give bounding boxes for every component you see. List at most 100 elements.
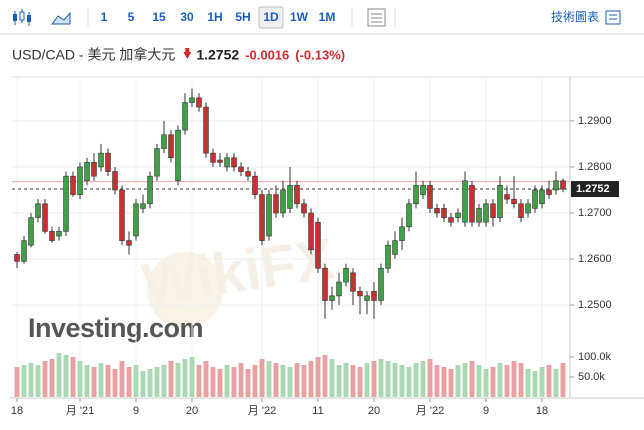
settings-icon[interactable] xyxy=(605,10,621,25)
candle-body xyxy=(532,189,538,209)
volume-bar xyxy=(371,361,377,397)
interval-label: 1W xyxy=(290,10,309,24)
interval-button[interactable]: 1M xyxy=(319,10,336,24)
candle-body xyxy=(336,281,342,297)
volume-bar xyxy=(350,365,356,397)
y-tick-label: 1.2600 xyxy=(578,253,612,265)
candle-body xyxy=(497,185,503,218)
down-arrow xyxy=(183,48,192,59)
area-icon-button[interactable] xyxy=(51,11,71,25)
candle-body xyxy=(504,194,510,200)
candle-body xyxy=(196,97,202,108)
candle-body xyxy=(140,203,146,209)
volume-bar xyxy=(112,369,118,397)
chart-title: USD/CAD - 美元 加拿大元 xyxy=(12,47,175,63)
volume-bar xyxy=(539,367,545,397)
candle-body xyxy=(518,203,524,218)
candle-body xyxy=(392,240,398,255)
x-tick-label: 20 xyxy=(186,405,198,417)
candle-body xyxy=(448,217,454,223)
volume-bar xyxy=(238,363,244,397)
candle-body xyxy=(35,203,41,218)
volume-bar xyxy=(161,365,167,397)
y-tick-label: 1.2700 xyxy=(578,207,612,219)
candle-body xyxy=(21,240,27,262)
candle-body xyxy=(378,267,384,301)
candle-body xyxy=(420,185,426,195)
volume-bar xyxy=(56,353,62,397)
candle-body xyxy=(56,231,62,237)
volume-bar xyxy=(154,367,160,397)
volume-bar xyxy=(210,367,216,397)
table-icon-button[interactable] xyxy=(367,8,386,27)
volume-bar xyxy=(231,367,237,397)
candle-body xyxy=(525,203,531,214)
volume-bar xyxy=(483,369,489,397)
interval-button[interactable]: 1 xyxy=(101,10,108,24)
x-tick-label: 月 '22 xyxy=(248,405,276,417)
volume-bar xyxy=(357,367,363,397)
y2-tick-label: 100.0k xyxy=(578,351,612,363)
volume-bar xyxy=(28,363,34,397)
candle-body xyxy=(70,175,76,195)
candle-body xyxy=(294,185,300,205)
volume-bar xyxy=(532,371,538,397)
candle-body xyxy=(511,198,517,205)
candle-body xyxy=(245,171,251,177)
interval-button[interactable]: 1W xyxy=(290,10,309,24)
volume-bar xyxy=(301,365,307,397)
volume-bar xyxy=(126,367,132,397)
interval-button[interactable]: 5H xyxy=(235,10,250,24)
volume-bar xyxy=(448,369,454,397)
volume-bar xyxy=(504,365,510,397)
volume-bar xyxy=(385,361,391,397)
candle-body xyxy=(182,102,188,131)
x-tick-label: 9 xyxy=(133,405,139,417)
candle-body xyxy=(490,203,496,218)
technical-chart-link[interactable]: 技術圖表 xyxy=(551,10,599,24)
candle-icon-button[interactable] xyxy=(13,9,31,26)
candle-body xyxy=(371,290,377,301)
candle-body xyxy=(322,267,328,301)
candle-body xyxy=(308,212,314,251)
interval-button[interactable]: 5 xyxy=(128,10,135,24)
interval-button[interactable]: 30 xyxy=(180,10,194,24)
volume-bar xyxy=(252,365,258,397)
candle-body xyxy=(91,162,97,177)
volume-bar xyxy=(553,369,559,397)
volume-bar xyxy=(518,363,524,397)
volume-bar xyxy=(182,359,188,397)
candle-body xyxy=(280,189,286,214)
interval-label: 1 xyxy=(101,10,108,24)
candle-body xyxy=(217,159,223,163)
candle-body xyxy=(126,240,132,246)
x-tick-label: 9 xyxy=(483,405,489,417)
candle-body xyxy=(315,221,321,269)
candle-body xyxy=(259,194,265,241)
volume-bar xyxy=(413,363,419,397)
candle-body xyxy=(98,152,104,168)
x-tick-label: 月 '21 xyxy=(66,405,94,417)
y-tick-label: 1.2800 xyxy=(578,161,612,173)
candle-body xyxy=(385,244,391,269)
candle-body xyxy=(343,267,349,283)
volume-bar xyxy=(259,359,265,397)
candle-body xyxy=(203,106,209,154)
volume-bar xyxy=(329,359,335,397)
volume-bar xyxy=(42,361,48,397)
interval-button[interactable]: 15 xyxy=(152,10,166,24)
volume-bar xyxy=(280,365,286,397)
volume-bar xyxy=(91,367,97,397)
volume-bar xyxy=(140,371,146,397)
last-price-badge xyxy=(571,181,619,198)
candle-body xyxy=(84,162,90,182)
watermark: Investing.com xyxy=(28,313,203,343)
volume-bar xyxy=(77,361,83,397)
volume-bar xyxy=(364,363,370,397)
interval-button[interactable]: 1H xyxy=(207,10,222,24)
interval-button[interactable]: 1D xyxy=(258,6,284,29)
candle-body xyxy=(546,189,552,195)
y-tick-label: 1.2500 xyxy=(578,299,612,311)
